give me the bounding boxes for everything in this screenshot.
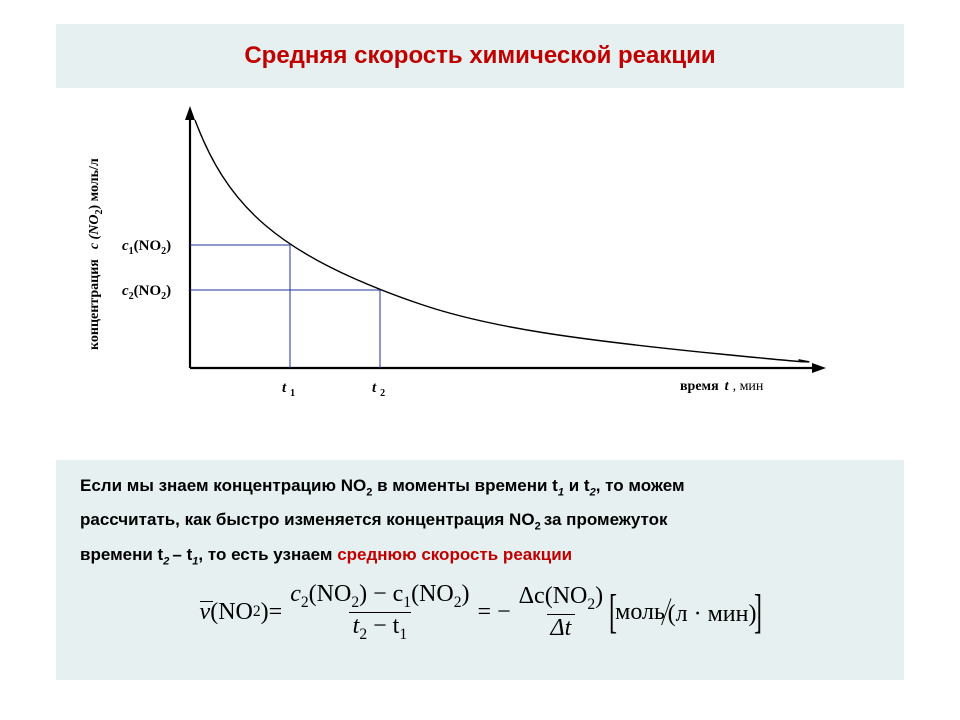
x-axis-label: времяt, мин [680, 379, 764, 394]
units: моль ⁄ (л · мин) [615, 592, 756, 632]
desc-line-2: рассчитать, как быстро изменяется концен… [80, 506, 880, 540]
lhs-no2-a: (NO [210, 599, 253, 626]
y-axis-label: концентрацияc (NO2) моль/л [87, 158, 105, 350]
v-bar: v [200, 599, 211, 626]
chart-svg: c1(NO2) c2(NO2) t1 t2 времяt, мин концен… [60, 100, 860, 440]
description-panel: Если мы знаем концентрацию NO2 в моменты… [56, 460, 904, 680]
page-title: Средняя скорость химической реакции [244, 42, 715, 70]
concentration-chart: c1(NO2) c2(NO2) t1 t2 времяt, мин концен… [60, 100, 860, 440]
eq-2: = − [478, 599, 511, 626]
lhs-no2-sub: 2 [253, 603, 261, 621]
lhs-no2-b: ) [261, 599, 269, 626]
frac-1: c2(NO2) − c1(NO2) t2 − t1 [286, 581, 473, 644]
x-tick-t1: t1 [282, 380, 295, 399]
eq-1: = [269, 599, 283, 626]
y-axis-arrow [185, 106, 195, 120]
formula-row: v(NO2) = c2(NO2) − c1(NO2) t2 − t1 = − Δ… [80, 581, 880, 644]
average-rate-formula: v(NO2) = c2(NO2) − c1(NO2) t2 − t1 = − Δ… [200, 581, 761, 644]
title-band: Средняя скорость химической реакции [56, 24, 904, 88]
bracket-left: [ [609, 588, 617, 636]
bracket-right: ] [754, 588, 762, 636]
frac-2: Δc(NO2) Δt [515, 583, 608, 642]
desc-line-1: Если мы знаем концентрацию NO2 в моменты… [80, 472, 880, 506]
x-tick-t2: t2 [372, 380, 385, 399]
desc-line-3: времени t2 – t1, то есть узнаем среднюю … [80, 541, 880, 575]
y-tick-c1: c1(NO2) [122, 238, 171, 257]
x-axis-arrow [812, 363, 826, 373]
decay-curve [195, 120, 809, 362]
y-tick-c2: c2(NO2) [122, 283, 171, 302]
